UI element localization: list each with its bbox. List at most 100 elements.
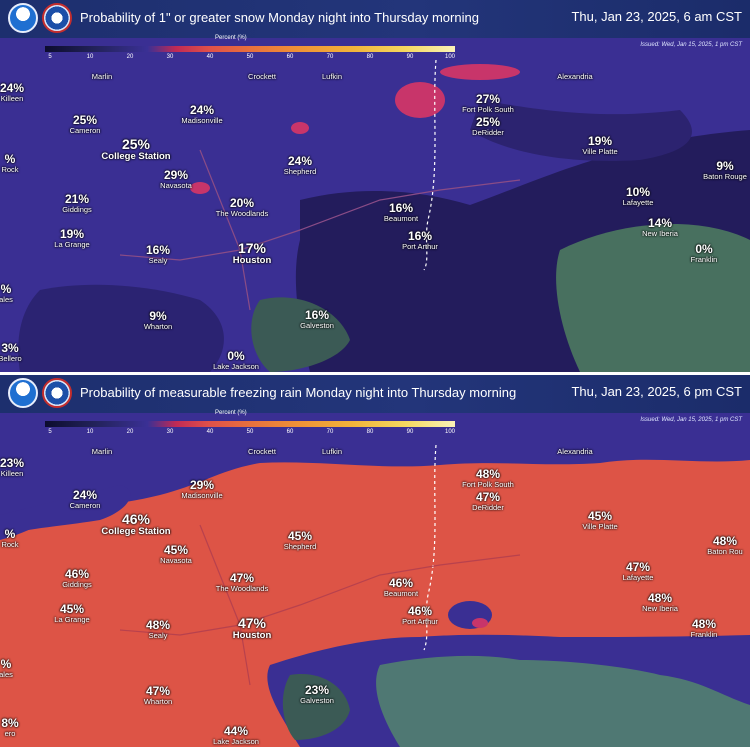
city-percent-value: 24% (0, 81, 25, 95)
city-percent-value: 47% (237, 615, 267, 631)
legend-tick-label: 50 (246, 54, 254, 60)
city-name: The Woodlands (215, 584, 269, 593)
city-name: Navasota (160, 556, 192, 565)
city-label-alexandria: Alexandria (557, 447, 592, 456)
city-name: Cameron (69, 501, 101, 510)
legend-tick-label: 40 (206, 54, 214, 60)
city-label-galveston: 16% Galveston (300, 309, 334, 330)
city-name: Houston (232, 255, 272, 266)
city-label-navasota: 45% Navasota (160, 544, 192, 565)
city-percent-value: 46% (64, 567, 90, 581)
city-label-bellero: 3% Bellero (0, 342, 22, 363)
city-name: Franklin (690, 630, 718, 639)
legend-tick-label: 50 (246, 429, 254, 435)
city-percent-value: 29% (189, 478, 215, 492)
city-label-lake-jackson: 0% Lake Jackson (213, 350, 259, 371)
city-name: DeRidder (472, 128, 504, 137)
city-label-sealy: 16% Sealy (146, 244, 170, 265)
city-name: Giddings (62, 205, 92, 214)
ice-issued-label: Issued: Wed, Jan 15, 2025, 1 pm CST (640, 417, 742, 423)
city-label-houston: 17% Houston (233, 241, 272, 266)
city-label-port-arthur: 46% Port Arthur (402, 605, 438, 626)
city-percent-value: 25% (72, 113, 98, 127)
snow-pink-band (440, 64, 520, 80)
city-name: Baton Rou (707, 547, 743, 556)
city-label-ales: % ales (0, 283, 13, 304)
legend-tick-label: 90 (406, 54, 414, 60)
snow-pink-spot-2 (190, 182, 210, 194)
snow-state-border (423, 59, 437, 271)
city-label-fort-polk-south: 48% Fort Polk South (462, 468, 514, 489)
city-percent-value: 25% (475, 115, 501, 129)
city-name: College Station (101, 151, 171, 162)
city-name: Port Arthur (402, 242, 438, 251)
city-percent-value: 46% (121, 511, 151, 527)
city-label-cameron: 24% Cameron (70, 489, 101, 510)
snow-legend-colorbar (45, 46, 455, 52)
legend-tick-label: 40 (206, 429, 214, 435)
ice-legend-title: Percent (%) (215, 410, 247, 416)
city-percent-value: 9% (149, 309, 167, 323)
city-label-cameron: 25% Cameron (70, 114, 101, 135)
city-label-marlin: Marlin (92, 72, 112, 81)
city-label-lufkin: Lufkin (322, 72, 342, 81)
city-percent-value: 19% (587, 134, 613, 148)
city-name: New Iberia (642, 604, 678, 613)
city-percent-value: 24% (189, 103, 215, 117)
city-label-giddings: 46% Giddings (62, 568, 92, 589)
legend-tick-label: 70 (326, 429, 334, 435)
city-name: Cameron (69, 126, 101, 135)
city-name: Lake Jackson (213, 362, 259, 371)
city-percent-value: 48% (475, 467, 501, 481)
city-percent-value: 23% (304, 683, 330, 697)
city-label-franklin: 0% Franklin (691, 243, 718, 264)
legend-tick-label: 30 (166, 429, 174, 435)
city-label-college-station: 25% College Station (101, 137, 170, 162)
snow-legend-ticks: 5 10 20 30 40 50 60 70 80 90 100 (40, 54, 465, 64)
city-percent-value: 48% (691, 617, 717, 631)
nws-logo-icon (42, 3, 72, 33)
city-name: Wharton (143, 697, 173, 706)
ice-legend-colorbar (45, 421, 455, 427)
city-percent-value: % (4, 527, 16, 541)
ice-legend-ticks: 5 10 20 30 40 50 60 70 80 90 100 (40, 429, 465, 439)
city-label-franklin: 48% Franklin (691, 618, 718, 639)
ice-panel-title: Probability of measurable freezing rain … (80, 385, 517, 400)
city-percent-value: 47% (145, 684, 171, 698)
legend-tick-label: 60 (286, 54, 294, 60)
city-name: Giddings (62, 580, 92, 589)
city-label-rock: % Rock (1, 153, 18, 174)
city-percent-value: % (4, 152, 16, 166)
city-name: Galveston (300, 321, 334, 330)
city-label-la-grange: 45% La Grange (54, 603, 89, 624)
city-name: Alexandria (557, 72, 593, 81)
city-name: Fort Polk South (462, 480, 514, 489)
city-name: Killeen (0, 94, 24, 103)
snow-highways (119, 149, 521, 311)
city-percent-value: 24% (287, 154, 313, 168)
city-percent-value: 16% (388, 201, 414, 215)
city-percent-value: 16% (304, 308, 330, 322)
ice-panel-header: Probability of measurable freezing rain … (0, 375, 750, 413)
noaa-logo-icon (8, 3, 38, 33)
city-label-deridder: 47% DeRidder (472, 491, 504, 512)
legend-tick-label: 10 (86, 54, 94, 60)
city-name: ero (4, 729, 16, 738)
city-name: Rock (1, 540, 19, 549)
city-percent-value: 3% (1, 341, 19, 355)
city-percent-value: 46% (407, 604, 433, 618)
city-name: New Iberia (642, 229, 678, 238)
city-label-lafayette: 47% Lafayette (623, 561, 654, 582)
city-percent-value: 24% (72, 488, 98, 502)
ice-gulf-sea (376, 655, 750, 747)
city-percent-value: 14% (647, 216, 673, 230)
city-label-the-woodlands: 47% The Woodlands (216, 572, 268, 593)
city-label-deridder: 25% DeRidder (472, 116, 504, 137)
city-percent-value: 46% (388, 576, 414, 590)
city-name: Navasota (160, 181, 192, 190)
city-name: ales (0, 670, 13, 679)
legend-tick-label: 70 (326, 54, 334, 60)
city-percent-value: 47% (475, 490, 501, 504)
city-percent-value: 21% (64, 192, 90, 206)
city-name: College Station (101, 526, 171, 537)
